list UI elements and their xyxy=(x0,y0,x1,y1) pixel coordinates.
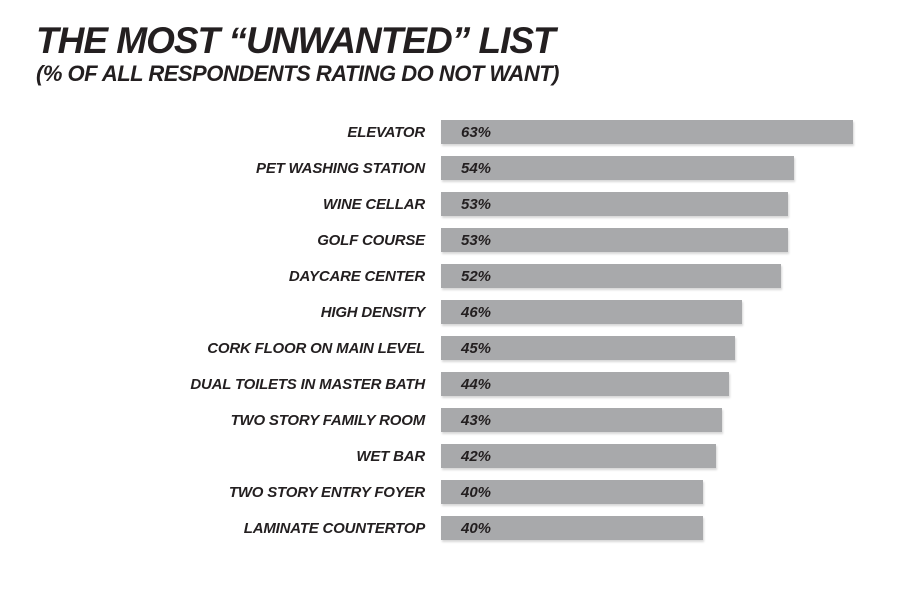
bar-chart: ELEVATOR 63% PET WASHING STATION 54% WINE CE… xyxy=(0,114,853,546)
chart-row: HIGH DENSITY 46% xyxy=(0,294,853,330)
value-label: 63% xyxy=(461,123,492,141)
bar-track: 46% xyxy=(441,300,853,324)
value-label: 46% xyxy=(461,303,492,321)
bar: 42% xyxy=(441,444,716,468)
bar-track: 63% xyxy=(441,120,853,144)
chart-row: DUAL TOILETS IN MASTER BATH 44% xyxy=(0,366,853,402)
chart-row: PET WASHING STATION 54% xyxy=(0,150,853,186)
category-label: TWO STORY FAMILY ROOM xyxy=(230,411,426,429)
value-label: 53% xyxy=(461,231,492,249)
value-label: 42% xyxy=(461,447,492,465)
bar: 54% xyxy=(441,156,795,180)
value-label: 45% xyxy=(461,339,492,357)
value-label: 54% xyxy=(461,159,492,177)
bar: 45% xyxy=(441,336,736,360)
chart-row: WINE CELLAR 53% xyxy=(0,186,853,222)
chart-row: GOLF COURSE 53% xyxy=(0,222,853,258)
bar: 43% xyxy=(441,408,723,432)
category-label: HIGH DENSITY xyxy=(320,303,425,321)
value-label: 40% xyxy=(461,519,492,537)
bar: 46% xyxy=(441,300,742,324)
category-label: CORK FLOOR ON MAIN LEVEL xyxy=(207,339,425,357)
bar-track: 54% xyxy=(441,156,853,180)
bar-track: 52% xyxy=(441,264,853,288)
chart-subtitle: (% OF ALL RESPONDENTS RATING DO NOT WANT… xyxy=(36,61,559,87)
value-label: 44% xyxy=(461,375,492,393)
category-label: GOLF COURSE xyxy=(317,231,425,249)
value-label: 53% xyxy=(461,195,492,213)
bar-track: 44% xyxy=(441,372,853,396)
value-label: 43% xyxy=(461,411,492,429)
category-label: LAMINATE COUNTERTOP xyxy=(243,519,425,537)
bar: 52% xyxy=(441,264,782,288)
bar: 44% xyxy=(441,372,729,396)
bar-track: 45% xyxy=(441,336,853,360)
chart-row: ELEVATOR 63% xyxy=(0,114,853,150)
category-label: DUAL TOILETS IN MASTER BATH xyxy=(190,375,425,393)
category-label: WET BAR xyxy=(356,447,425,465)
bar: 40% xyxy=(441,516,703,540)
category-label: WINE CELLAR xyxy=(323,195,425,213)
bar-track: 53% xyxy=(441,192,853,216)
chart-row: TWO STORY FAMILY ROOM 43% xyxy=(0,402,853,438)
chart-title: THE MOST “UNWANTED” LIST xyxy=(36,20,556,61)
chart-row: TWO STORY ENTRY FOYER 40% xyxy=(0,474,853,510)
chart-row: DAYCARE CENTER 52% xyxy=(0,258,853,294)
category-label: TWO STORY ENTRY FOYER xyxy=(228,483,425,501)
bar: 53% xyxy=(441,228,788,252)
chart-row: LAMINATE COUNTERTOP 40% xyxy=(0,510,853,546)
value-label: 52% xyxy=(461,267,492,285)
bar-track: 40% xyxy=(441,516,853,540)
category-label: DAYCARE CENTER xyxy=(288,267,425,285)
bar: 63% xyxy=(441,120,853,144)
bar-track: 53% xyxy=(441,228,853,252)
category-label: ELEVATOR xyxy=(347,123,425,141)
value-label: 40% xyxy=(461,483,492,501)
bar: 40% xyxy=(441,480,703,504)
bar: 53% xyxy=(441,192,788,216)
chart-row: WET BAR 42% xyxy=(0,438,853,474)
bar-track: 42% xyxy=(441,444,853,468)
chart-row: CORK FLOOR ON MAIN LEVEL 45% xyxy=(0,330,853,366)
category-label: PET WASHING STATION xyxy=(256,159,425,177)
bar-track: 40% xyxy=(441,480,853,504)
chart-header: THE MOST “UNWANTED” LIST (% OF ALL RESPO… xyxy=(36,20,559,88)
bar-track: 43% xyxy=(441,408,853,432)
